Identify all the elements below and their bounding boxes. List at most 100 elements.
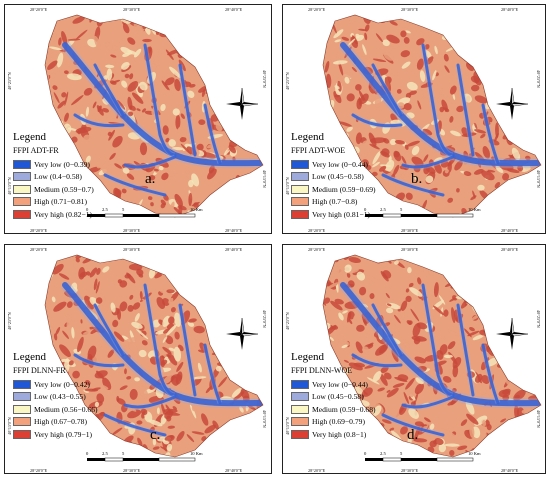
lat-tick-bottom: 40°15'0"N <box>7 417 12 435</box>
north-arrow-icon <box>226 87 259 120</box>
lon-tick-2-bottom: 28°30'0"E <box>401 468 419 473</box>
scale-label-10: 10 Km <box>190 451 203 456</box>
legend-item-low: Low (0.45−0.58) <box>291 391 376 404</box>
basin-map-b <box>322 14 542 218</box>
lat-tick-bottom: 40°15'0"N <box>285 417 290 435</box>
scale-label-2-5: 2.5 <box>102 207 108 212</box>
swatch-medium <box>291 184 309 194</box>
legend-item-very-high: Very high (0.81−1) <box>291 208 376 221</box>
swatch-very-low <box>13 379 31 389</box>
lat-tick-top-right: 40°25'0"N <box>536 70 541 88</box>
swatch-low <box>13 392 31 402</box>
scale-label-10: 10 Km <box>468 451 481 456</box>
swatch-low <box>13 172 31 182</box>
lon-tick-2: 28°30'0"E <box>123 7 141 12</box>
legend-item-medium: Medium (0.56−0.66) <box>13 403 98 416</box>
legend-label: Medium (0.59−0.69) <box>312 184 376 194</box>
legend-item-low: Low (0.4−0.58) <box>13 171 94 184</box>
legend-label: High (0.67−0.78) <box>34 417 88 427</box>
lon-tick-1: 28°20'0"E <box>30 7 48 12</box>
swatch-low <box>291 172 309 182</box>
lon-tick-2-bottom: 28°30'0"E <box>123 228 141 233</box>
swatch-very-low <box>13 159 31 169</box>
legend-label: Very high (0.81−1) <box>312 209 371 219</box>
scale-label-5: 5 <box>400 207 403 212</box>
swatch-very-low <box>291 159 309 169</box>
north-arrow-icon <box>496 87 529 120</box>
scale-label-5: 5 <box>122 207 125 212</box>
panel-label: a. <box>145 171 156 187</box>
legend-item-very-low: Very low (0−0.42) <box>13 378 98 391</box>
lat-tick-top: 40°25'0"N <box>7 312 12 330</box>
legend-label: Medium (0.59−0.7) <box>34 184 94 194</box>
legend-label: Low (0.4−0.58) <box>34 172 82 182</box>
swatch-high <box>291 197 309 207</box>
lat-tick-bottom: 40°15'0"N <box>285 177 290 195</box>
basin-map-c <box>44 254 264 458</box>
scale-label-0: 0 <box>86 451 89 456</box>
map-panel-c: 28°20'0"E 28°30'0"E 28°40'0"E 28°20'0"E … <box>4 244 272 474</box>
lon-tick-3-bottom: 28°40'0"E <box>225 228 243 233</box>
swatch-very-high <box>291 209 309 219</box>
swatch-very-low <box>291 379 309 389</box>
scale-label-5: 5 <box>400 451 403 456</box>
lon-tick-3: 28°40'0"E <box>501 247 519 252</box>
legend-title: Legend <box>13 131 46 143</box>
legend-item-very-high: Very high (0.8−1) <box>291 428 376 441</box>
scale-bar <box>87 457 196 462</box>
legend-label: Medium (0.59−0.68) <box>312 404 376 414</box>
lon-tick-2-bottom: 28°30'0"E <box>123 468 141 473</box>
lat-tick-bottom-right: 40°15'0"N <box>536 170 541 188</box>
legend-d: Legend FFPI DLNN-WOE Very low (0−0.44) L… <box>291 351 376 441</box>
north-arrow-icon <box>226 317 259 350</box>
swatch-very-high <box>13 209 31 219</box>
lat-tick-top-right: 40°25'0"N <box>262 310 267 328</box>
legend-c: Legend FFPI DLNN-FR Very low (0−0.42) Lo… <box>13 351 98 441</box>
legend-title: Legend <box>291 351 324 363</box>
legend-label: High (0.69−0.79) <box>312 417 366 427</box>
scale-label-10: 10 Km <box>190 207 203 212</box>
legend-model-name: FFPI ADT-FR <box>13 146 59 155</box>
lat-tick-bottom-right: 40°15'0"N <box>262 170 267 188</box>
legend-item-very-low: Very low (0−0.44) <box>291 378 376 391</box>
scale-label-2-5: 2.5 <box>102 451 108 456</box>
legend-title: Legend <box>13 351 46 363</box>
lon-tick-3-bottom: 28°40'0"E <box>225 468 243 473</box>
legend-label: Medium (0.56−0.66) <box>34 404 98 414</box>
legend-item-very-high: Very high (0.79−1) <box>13 428 98 441</box>
lat-tick-top-right: 40°25'0"N <box>262 70 267 88</box>
lat-tick-bottom-right: 40°15'0"N <box>536 410 541 428</box>
swatch-very-high <box>291 429 309 439</box>
legend-model-name: FFPI DLNN-FR <box>13 366 66 375</box>
lat-tick-top: 40°25'0"N <box>7 72 12 90</box>
legend-label: Very low (0−0.42) <box>34 379 90 389</box>
lon-tick-3: 28°40'0"E <box>501 7 519 12</box>
panel-label: b. <box>411 171 423 187</box>
legend-label: Very high (0.82−1) <box>34 209 93 219</box>
lat-tick-top: 40°25'0"N <box>285 312 290 330</box>
basin-map-d <box>322 254 542 458</box>
legend-item-medium: Medium (0.59−0.7) <box>13 183 94 196</box>
lon-tick-3: 28°40'0"E <box>225 7 243 12</box>
lon-tick-2-bottom: 28°30'0"E <box>401 228 419 233</box>
legend-item-very-low: Very low (0−0.44) <box>291 158 376 171</box>
map-panel-b: 28°20'0"E 28°30'0"E 28°40'0"E 28°20'0"E … <box>282 4 546 234</box>
swatch-high <box>13 197 31 207</box>
lon-tick-2: 28°30'0"E <box>401 247 419 252</box>
map-panel-d: 28°20'0"E 28°30'0"E 28°40'0"E 28°20'0"E … <box>282 244 546 474</box>
legend-a: Legend FFPI ADT-FR Very low (0−0.39) Low… <box>13 131 94 221</box>
lon-tick-1: 28°20'0"E <box>30 247 48 252</box>
lon-tick-1-bottom: 28°20'0"E <box>30 228 48 233</box>
legend-label: Low (0.45−0.58) <box>312 172 364 182</box>
lon-tick-3-bottom: 28°40'0"E <box>501 228 519 233</box>
scale-label-0: 0 <box>364 451 367 456</box>
legend-b: Legend FFPI ADT-WOE Very low (0−0.44) Lo… <box>291 131 376 221</box>
legend-item-high: High (0.69−0.79) <box>291 416 376 429</box>
legend-item-low: Low (0.45−0.58) <box>291 171 376 184</box>
swatch-high <box>13 417 31 427</box>
lat-tick-top: 40°25'0"N <box>285 72 290 90</box>
legend-title: Legend <box>291 131 324 143</box>
lon-tick-1-bottom: 28°20'0"E <box>308 468 326 473</box>
lon-tick-1-bottom: 28°20'0"E <box>308 228 326 233</box>
lat-tick-top-right: 40°25'0"N <box>536 310 541 328</box>
